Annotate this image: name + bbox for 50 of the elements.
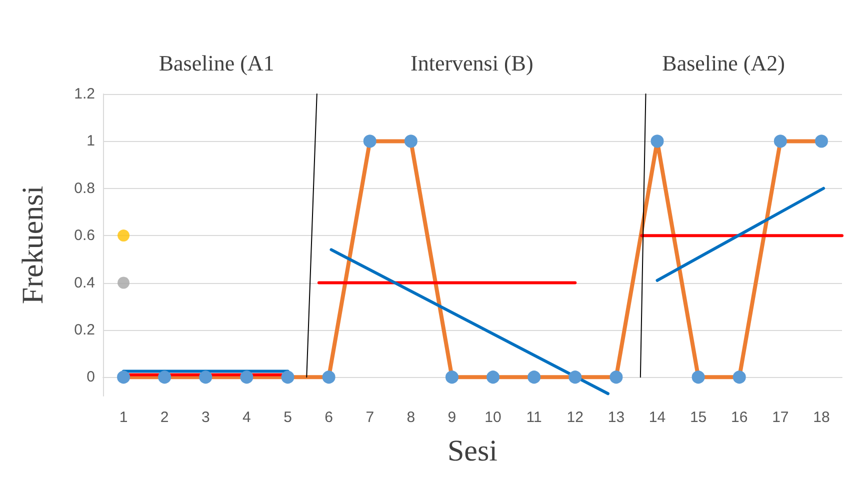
point [118, 230, 130, 242]
x-tick-label: 4 [242, 409, 251, 426]
x-tick-label: 2 [160, 409, 169, 426]
point [240, 370, 254, 384]
point [732, 370, 746, 384]
x-tick-label: 11 [526, 409, 542, 426]
point [486, 370, 500, 384]
point [118, 276, 130, 289]
y-tick-label: 1 [86, 132, 95, 150]
x-tick-label: 3 [201, 409, 210, 426]
x-tick-label: 18 [813, 409, 830, 426]
point [199, 370, 212, 384]
point [363, 134, 376, 148]
point [322, 370, 336, 384]
x-tick-label: 7 [366, 409, 374, 426]
point [404, 134, 418, 148]
text: Intervensi (B) [410, 50, 534, 76]
x-tick-label: 6 [324, 409, 333, 426]
point [158, 370, 172, 384]
x-tick-label: 14 [648, 409, 666, 426]
x-tick-label: 9 [448, 409, 456, 426]
y-tick-label: 1.2 [74, 86, 95, 102]
point [610, 370, 623, 384]
point [528, 370, 541, 384]
y-tick-label: 0.8 [74, 180, 95, 197]
point [568, 370, 582, 384]
x-tick-label: 10 [484, 409, 502, 426]
point [281, 370, 294, 384]
text: Baseline (A2) [662, 50, 785, 76]
point [692, 370, 705, 384]
x-tick-label: 16 [731, 409, 748, 426]
x-tick-label: 5 [284, 409, 292, 426]
y-tick-label: 0.2 [74, 321, 95, 338]
point [117, 370, 130, 384]
y-tick-label: 0.6 [74, 227, 95, 244]
x-tick-label: 12 [566, 409, 584, 426]
point [774, 134, 787, 148]
x-axis-title: Sesi [447, 434, 498, 468]
point [445, 370, 458, 384]
y-tick-label: 0 [86, 368, 95, 386]
y-tick-label: 0.4 [74, 274, 95, 292]
text: Baseline (A1 [158, 50, 274, 76]
x-tick-label: 8 [406, 409, 416, 426]
y-axis-title: Frekuensi [16, 186, 50, 304]
x-tick-label: 13 [608, 409, 625, 426]
x-tick-label: 17 [772, 409, 789, 426]
point [650, 134, 664, 148]
point [814, 134, 828, 148]
x-tick-label: 15 [690, 409, 707, 426]
x-tick-label: 1 [119, 409, 128, 426]
